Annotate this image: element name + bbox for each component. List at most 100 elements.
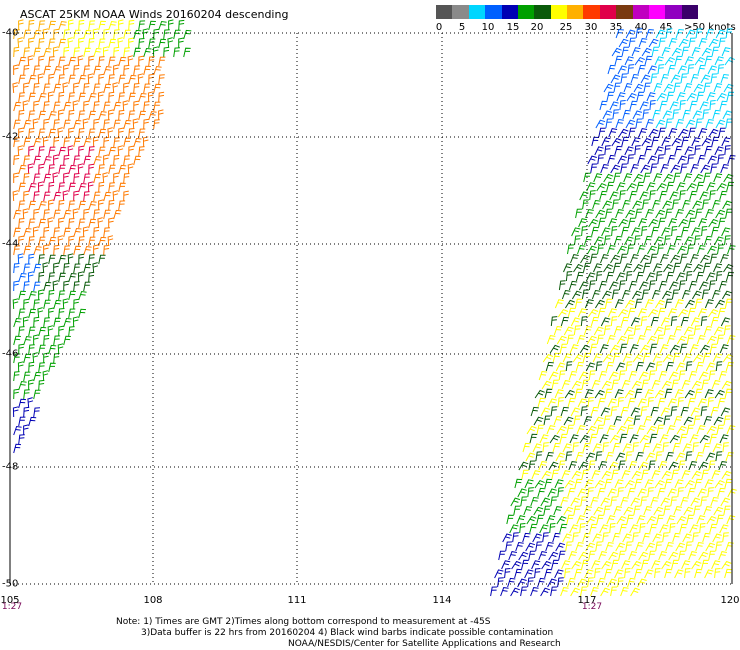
wind-barb xyxy=(614,145,623,156)
wind-barb xyxy=(635,541,644,552)
wind-barb xyxy=(597,307,606,318)
wind-barb xyxy=(168,19,174,31)
wind-barb xyxy=(103,101,111,112)
wind-barb xyxy=(550,586,558,597)
wind-barb xyxy=(588,218,599,228)
wind-barb xyxy=(18,109,25,121)
wind-barb xyxy=(53,262,59,273)
wind-barb xyxy=(88,92,97,103)
wind-barb xyxy=(98,38,106,49)
wind-barb xyxy=(501,560,511,570)
wind-barb xyxy=(13,137,21,148)
wind-barb xyxy=(655,541,663,552)
wind-barb xyxy=(683,83,693,93)
wind-barb xyxy=(665,118,673,129)
wind-barb xyxy=(692,532,699,543)
wind-barb xyxy=(648,280,656,291)
wind-barb xyxy=(28,110,36,121)
wind-barb xyxy=(715,271,723,282)
wind-barb xyxy=(83,47,91,58)
wind-barb xyxy=(508,551,517,561)
wind-barb xyxy=(719,524,729,534)
wind-barb xyxy=(127,55,134,67)
wind-barb xyxy=(711,470,721,480)
legend-swatch xyxy=(501,5,518,19)
wind-barb xyxy=(635,451,644,462)
wind-barb xyxy=(631,380,642,390)
wind-barb xyxy=(12,190,19,202)
wind-barb xyxy=(633,415,641,426)
wind-barb xyxy=(603,415,611,426)
wind-barb xyxy=(649,433,658,444)
wind-barb xyxy=(703,325,713,336)
wind-barb xyxy=(38,362,46,373)
wind-barb xyxy=(98,20,106,31)
wind-barb xyxy=(580,406,588,417)
wind-barb xyxy=(78,37,84,48)
wind-barb xyxy=(714,146,724,156)
wind-barb xyxy=(504,568,511,579)
wind-barb xyxy=(37,307,44,319)
lon-label: 117 xyxy=(577,595,597,606)
wind-barb xyxy=(570,317,581,327)
wind-barb xyxy=(708,128,719,138)
wind-barb xyxy=(113,101,122,112)
wind-barb xyxy=(668,38,678,48)
wind-barb xyxy=(665,451,674,462)
wind-barb xyxy=(63,245,71,256)
wind-barb xyxy=(98,254,106,265)
wind-barb xyxy=(88,20,96,31)
wind-barb xyxy=(520,496,528,507)
wind-barb xyxy=(612,352,621,363)
wind-barb xyxy=(631,227,641,237)
legend-swatch xyxy=(681,5,698,19)
wind-barb xyxy=(153,101,161,112)
wind-barb xyxy=(713,506,724,516)
wind-barb xyxy=(33,173,41,184)
wind-barb xyxy=(570,497,581,507)
wind-barb xyxy=(602,200,612,210)
wind-barb xyxy=(73,245,81,256)
wind-barb xyxy=(23,155,31,166)
wind-barb xyxy=(642,199,650,210)
wind-barb xyxy=(627,154,635,165)
wind-barb xyxy=(58,164,66,175)
wind-barb xyxy=(28,379,34,391)
wind-barb xyxy=(118,200,126,211)
wind-barb xyxy=(698,218,708,228)
wind-barb xyxy=(546,515,556,525)
legend-label: >50 knots xyxy=(684,22,736,33)
wind-barb xyxy=(153,28,160,40)
wind-barb xyxy=(686,182,697,192)
wind-barb xyxy=(605,361,614,372)
wind-barb xyxy=(662,110,673,120)
wind-barb xyxy=(614,55,623,66)
wind-barb xyxy=(18,272,27,283)
wind-barb xyxy=(704,389,714,399)
wind-barb xyxy=(660,497,671,507)
wind-barb xyxy=(518,551,529,561)
wind-barb xyxy=(557,487,564,498)
wind-barb xyxy=(690,407,701,417)
wind-barb xyxy=(700,496,708,507)
wind-barb xyxy=(573,415,581,426)
wind-barb xyxy=(48,236,57,247)
wind-barb xyxy=(589,433,598,444)
wind-barb xyxy=(88,163,95,175)
wind-barb xyxy=(68,182,76,193)
lat-label: -46 xyxy=(2,348,19,360)
wind-barb xyxy=(711,226,719,237)
wind-barb xyxy=(634,478,643,489)
wind-barb xyxy=(18,92,26,103)
wind-barb xyxy=(669,434,680,444)
wind-barb xyxy=(640,254,651,264)
wind-barb xyxy=(606,91,615,102)
wind-barb xyxy=(621,380,631,390)
wind-barb xyxy=(721,470,732,480)
wind-barb xyxy=(695,451,704,462)
wind-barb xyxy=(153,65,162,76)
wind-barb xyxy=(595,451,603,462)
wind-barb xyxy=(78,236,85,247)
wind-barb xyxy=(672,442,681,453)
wind-barb xyxy=(613,325,623,336)
